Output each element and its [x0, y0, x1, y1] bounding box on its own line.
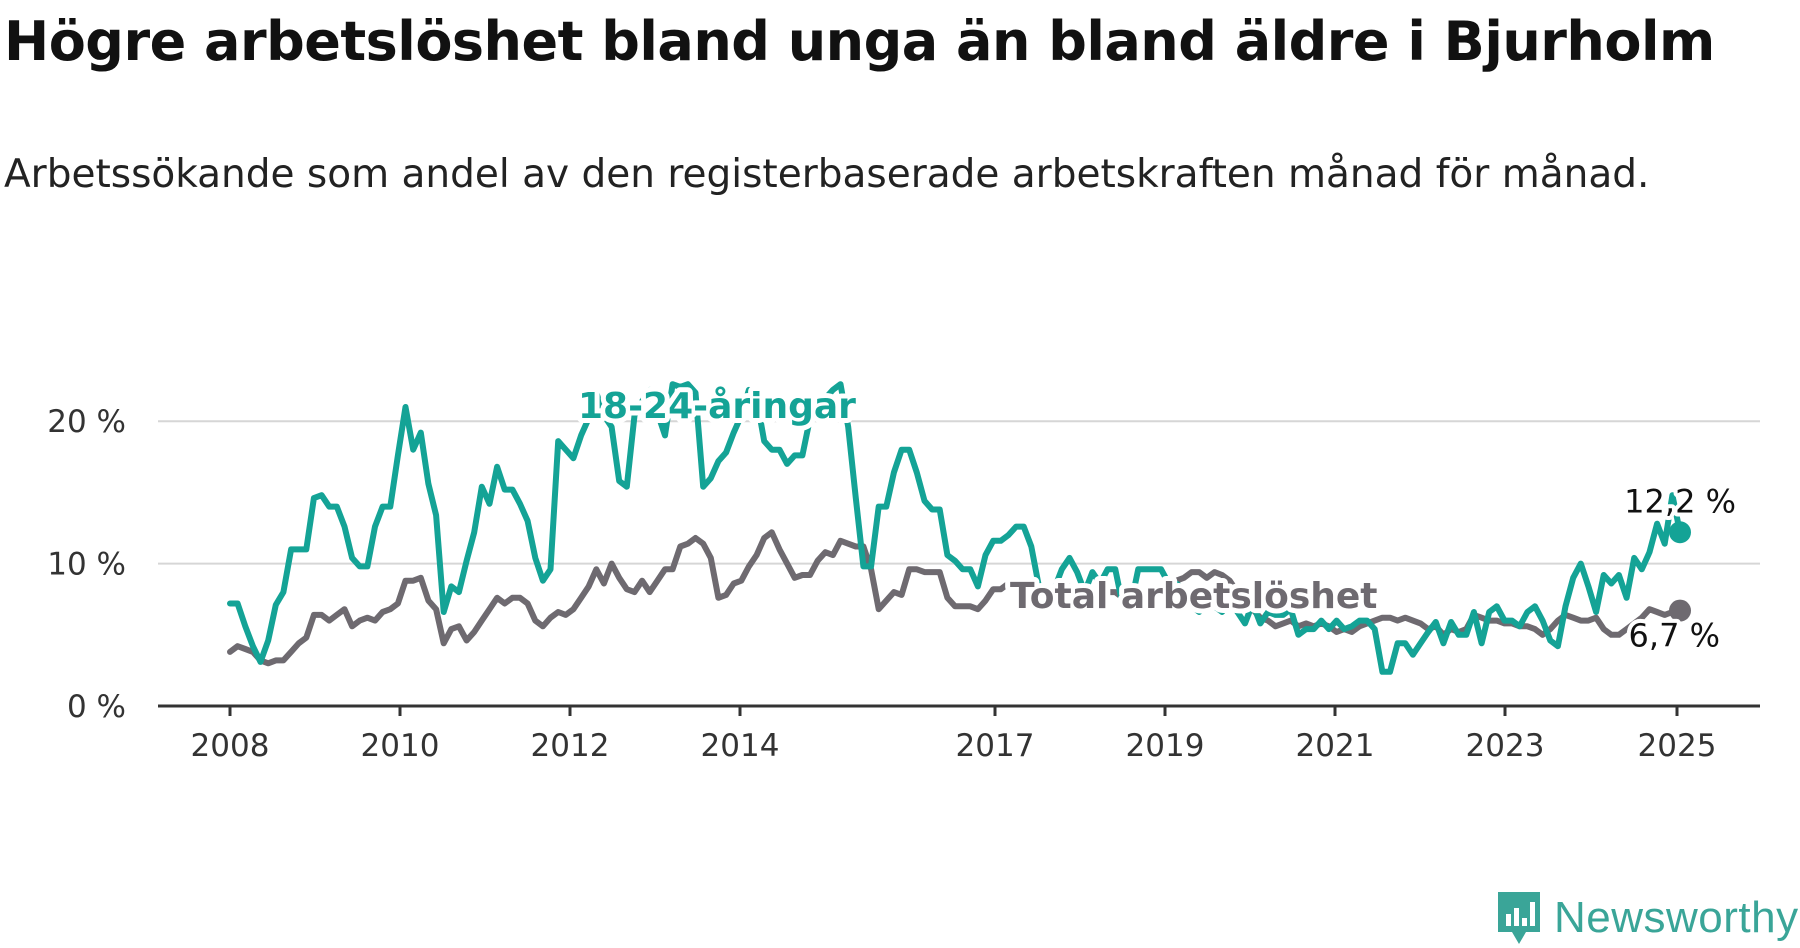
chart-subtitle: Arbetssökande som andel av den registerb…: [4, 152, 1650, 197]
series-labels: 12,2 % 6,7 % 18-24-åringar Total arbetslösh…: [573, 381, 1740, 659]
newsworthy-logo: Newsworthy: [1494, 888, 1799, 948]
y-tick-label: 0 %: [67, 689, 126, 725]
series-label: Total arbetslöshet: [1010, 576, 1378, 617]
x-tick-label: 2012: [531, 728, 610, 764]
x-tick-label: 2008: [191, 728, 270, 764]
x-tick-label: 2025: [1638, 728, 1717, 764]
x-tick-label: 2021: [1296, 728, 1375, 764]
x-tick-label: 2023: [1466, 728, 1545, 764]
brand-name: Newsworthy: [1554, 893, 1799, 942]
y-axis-ticks: 0 % 10 % 20 %: [47, 404, 126, 725]
y-tick-label: 10 %: [47, 547, 126, 583]
end-point-marker: [1669, 599, 1691, 622]
newsworthy-logo-icon: [1498, 892, 1540, 944]
end-value-label: 12,2 %: [1624, 482, 1736, 520]
series-label: 18-24-åringar: [578, 386, 856, 427]
x-axis: 2008 2010 2012 2014 2017 2019 2021 2023 2025: [158, 704, 1760, 764]
x-tick-label: 2014: [701, 728, 780, 764]
end-point-marker: [1669, 521, 1691, 544]
x-tick-label: 2019: [1126, 728, 1205, 764]
end-value-label: 6,7 %: [1629, 617, 1720, 655]
x-tick-label: 2017: [956, 728, 1035, 764]
y-tick-label: 20 %: [47, 404, 126, 440]
series-lines: [227, 381, 1691, 675]
x-tick-label: 2010: [361, 728, 440, 764]
chart-title: Högre arbetslöshet bland unga än bland ä…: [4, 10, 1715, 73]
series-line: [227, 381, 1683, 675]
